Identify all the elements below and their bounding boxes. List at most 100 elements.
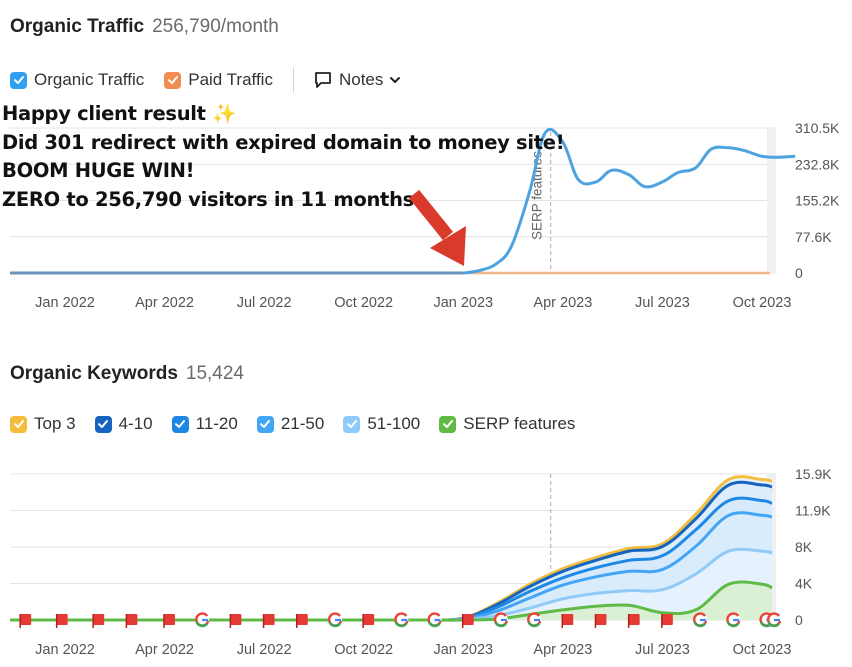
y-tick-label: 0	[795, 265, 803, 281]
red-arrow-icon	[408, 189, 466, 266]
legend-serp-features[interactable]: SERP features	[439, 414, 575, 434]
annotation-line-4: ZERO to 256,790 visitors in 11 months	[2, 187, 414, 211]
x-tick-label: Jan 2023	[433, 642, 493, 658]
comment-icon	[314, 71, 332, 89]
annotation-line-1: Happy client result ✨	[2, 102, 237, 125]
legend-label: 11-20	[195, 414, 238, 433]
x-tick-label: Jan 2022	[35, 295, 95, 311]
y-tick-label: 77.6K	[795, 229, 832, 245]
x-tick-label: Oct 2022	[334, 295, 393, 311]
y-tick-label: 155.2K	[795, 193, 840, 209]
flag-icon[interactable]	[296, 614, 308, 628]
legend-divider	[292, 67, 294, 93]
flag-icon[interactable]	[55, 614, 68, 628]
google-icon[interactable]	[427, 612, 442, 628]
incomplete-period-band	[767, 128, 776, 273]
y-tick-label: 310.5K	[795, 120, 840, 136]
legend-label: 51-100	[367, 414, 421, 433]
keywords-title: Organic Keywords	[10, 363, 178, 384]
chevron-down-icon	[389, 74, 401, 86]
x-tick-label: Oct 2023	[733, 642, 792, 658]
x-tick-label: Apr 2022	[135, 295, 194, 311]
google-icon[interactable]	[726, 612, 741, 628]
x-tick-label: Jul 2023	[635, 642, 690, 658]
flag-icon[interactable]	[661, 614, 673, 628]
google-icon[interactable]	[327, 612, 343, 628]
flag-icon[interactable]	[461, 614, 474, 628]
x-tick-label: Apr 2023	[533, 642, 592, 658]
annotation-line-2: Did 301 redirect with expired domain to …	[2, 130, 565, 154]
series-line-11-20	[430, 496, 773, 622]
legend-4-10[interactable]: 4-10	[94, 414, 153, 434]
checkbox-checked-icon[interactable]	[10, 71, 27, 89]
google-icon[interactable]	[693, 612, 708, 628]
flag-icon[interactable]	[594, 614, 607, 628]
google-icon[interactable]	[767, 612, 782, 628]
legend-label: SERP features	[463, 414, 576, 433]
google-icon[interactable]	[527, 612, 542, 628]
x-tick-label: Jan 2022	[35, 642, 95, 658]
flag-icon[interactable]	[163, 614, 175, 628]
legend-label: 4-10	[118, 414, 153, 433]
organic-keywords-chart: 15.9K 11.9K 8K 4K 0 Jan 2022 Apr 2022 Jul 2022 O…	[10, 466, 832, 658]
y-tick-label: 8K	[795, 539, 813, 555]
x-tick-label: Apr 2022	[135, 642, 194, 658]
flag-icon[interactable]	[627, 614, 640, 628]
legend-21-50[interactable]: 21-50	[256, 414, 325, 434]
y-tick-label: 11.9K	[795, 503, 831, 519]
google-icon[interactable]	[195, 612, 210, 628]
legend-label: 21-50	[280, 414, 325, 433]
keywords-value: 15,424	[185, 363, 245, 384]
legend-organic-traffic-label: Organic Traffic	[34, 70, 145, 89]
keywords-legend: Top 3 4-10 11-20 21-50 51-100 SERP features	[10, 414, 594, 434]
checkbox-checked-icon[interactable]	[94, 415, 112, 433]
notes-dropdown[interactable]: Notes	[314, 70, 401, 90]
traffic-title-row: Organic Traffic 256,790/month	[10, 16, 279, 38]
y-tick-label: 0	[795, 612, 803, 628]
traffic-title: Organic Traffic	[10, 16, 145, 37]
legend-11-20[interactable]: 11-20	[171, 414, 238, 434]
legend-top-3[interactable]: Top 3	[10, 414, 76, 434]
flag-icon[interactable]	[362, 614, 375, 628]
legend-label: Top 3	[34, 414, 76, 433]
traffic-value: 256,790/month	[152, 16, 279, 37]
x-tick-label: Jul 2023	[635, 295, 690, 311]
flag-icon[interactable]	[92, 614, 105, 628]
flag-icon[interactable]	[19, 614, 32, 628]
checkbox-checked-icon[interactable]	[171, 415, 189, 433]
checkbox-checked-icon[interactable]	[256, 415, 274, 433]
series-line-51-100	[430, 547, 773, 622]
series-line-organic-traffic	[463, 127, 796, 275]
y-tick-label: 15.9K	[795, 466, 832, 482]
x-tick-label: Jul 2022	[237, 295, 292, 311]
keywords-title-row: Organic Keywords 15,424	[10, 363, 244, 385]
x-tick-label: Jul 2022	[237, 642, 292, 658]
google-icon[interactable]	[394, 612, 409, 628]
x-tick-label: Oct 2023	[733, 295, 792, 311]
series-line-4-10	[430, 480, 773, 622]
checkbox-checked-icon[interactable]	[164, 71, 182, 89]
series-line-21-50	[430, 511, 773, 622]
flag-icon[interactable]	[561, 614, 574, 628]
checkbox-checked-icon[interactable]	[10, 415, 27, 433]
x-tick-label: Jan 2023	[433, 295, 493, 311]
checkbox-checked-icon[interactable]	[343, 415, 361, 433]
annotation-line-3: BOOM HUGE WIN!	[2, 159, 195, 182]
checkbox-checked-icon[interactable]	[439, 415, 457, 433]
google-icon[interactable]	[493, 612, 509, 628]
annotation-text: Happy client result ✨ Did 301 redirect w…	[2, 100, 565, 214]
traffic-legend: Organic Traffic Paid Traffic Notes	[10, 67, 401, 93]
flag-icon[interactable]	[125, 614, 138, 628]
legend-paid-traffic[interactable]: Paid Traffic	[164, 70, 273, 90]
series-line-serp-features	[430, 580, 773, 622]
notes-label: Notes	[338, 70, 384, 89]
flag-icon[interactable]	[262, 614, 275, 628]
x-tick-label: Oct 2022	[334, 642, 393, 658]
y-tick-label: 232.8K	[795, 156, 840, 172]
y-tick-label: 4K	[795, 576, 813, 592]
legend-51-100[interactable]: 51-100	[343, 414, 420, 434]
x-tick-label: Apr 2023	[533, 295, 592, 311]
legend-paid-traffic-label: Paid Traffic	[188, 70, 273, 89]
flag-icon[interactable]	[229, 614, 242, 628]
legend-organic-traffic[interactable]: Organic Traffic	[10, 70, 144, 90]
